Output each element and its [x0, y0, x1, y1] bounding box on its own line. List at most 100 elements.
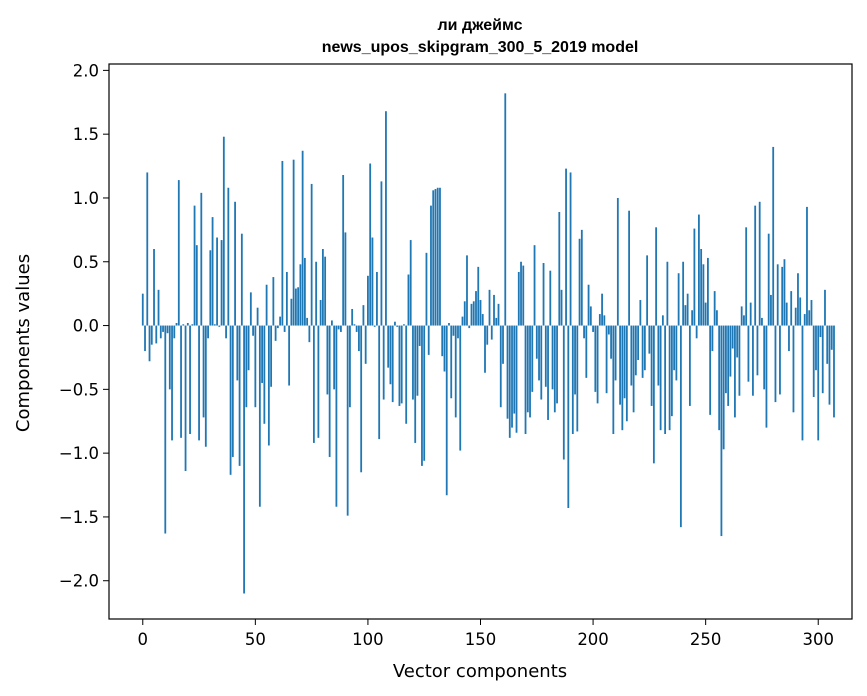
bar-253 [711, 325, 714, 352]
bar-297 [810, 300, 813, 326]
bar-165 [513, 325, 516, 414]
bar-156 [493, 294, 495, 326]
bar-251 [707, 257, 709, 326]
bar-267 [743, 315, 745, 326]
bars-group [141, 93, 835, 594]
bar-259 [725, 325, 727, 394]
bar-295 [806, 206, 808, 326]
bar-271 [752, 325, 754, 396]
bar-6 [155, 325, 158, 344]
bar-7 [157, 289, 160, 326]
bar-182 [551, 325, 554, 390]
bar-134 [443, 325, 446, 372]
bar-89 [342, 175, 345, 326]
bar-229 [657, 325, 660, 386]
bar-121 [414, 325, 417, 443]
bar-26 [200, 192, 203, 326]
bar-76 [312, 325, 315, 443]
bar-80 [321, 249, 324, 326]
bar-77 [315, 261, 318, 326]
bar-290 [794, 307, 797, 326]
bar-30 [209, 250, 212, 326]
bar-179 [544, 325, 547, 387]
bar-59 [274, 325, 277, 341]
bar-296 [808, 310, 811, 326]
bar-214 [623, 325, 626, 399]
bar-64 [285, 271, 288, 326]
bar-260 [727, 325, 730, 406]
bar-0 [141, 293, 144, 326]
bar-264 [736, 325, 739, 358]
bar-198 [587, 284, 590, 326]
bar-84 [331, 320, 333, 326]
y-tick-label: 1.0 [73, 189, 99, 208]
bar-148 [475, 291, 477, 326]
bar-91 [346, 325, 349, 516]
bar-283 [779, 325, 781, 395]
bar-269 [747, 325, 750, 382]
bar-33 [216, 237, 218, 326]
bar-12 [168, 325, 171, 390]
bar-141 [459, 325, 462, 451]
bar-293 [801, 325, 804, 441]
bar-61 [279, 316, 282, 326]
bar-62 [281, 160, 284, 326]
bar-299 [815, 325, 817, 371]
bar-99 [364, 325, 367, 364]
bar-128 [430, 205, 432, 326]
bar-29 [207, 325, 209, 339]
bar-279 [770, 294, 772, 326]
bar-118 [407, 274, 410, 326]
bar-305 [828, 325, 831, 405]
bar-32 [213, 324, 216, 326]
bar-94 [353, 324, 356, 326]
bar-234 [668, 325, 671, 431]
bar-228 [655, 227, 658, 326]
plot-frame [108, 63, 853, 620]
bar-44 [240, 233, 243, 326]
bar-10 [164, 325, 167, 534]
bar-193 [576, 325, 579, 432]
bar-147 [472, 301, 475, 326]
bar-167 [517, 271, 520, 326]
bar-158 [497, 303, 500, 326]
bar-16 [177, 180, 180, 326]
bar-272 [754, 205, 757, 326]
bar-48 [249, 292, 252, 326]
bar-194 [578, 238, 581, 326]
bar-58 [272, 277, 275, 326]
bar-177 [540, 325, 543, 400]
bar-85 [333, 325, 336, 390]
x-tick-label: 50 [245, 630, 266, 649]
bar-300 [817, 325, 820, 441]
bar-287 [788, 325, 790, 352]
bar-70 [299, 264, 302, 326]
bar-256 [718, 325, 721, 431]
bar-270 [749, 302, 752, 326]
bar-152 [484, 325, 486, 373]
bar-188 [565, 168, 567, 326]
y-tick-label: −1.5 [59, 508, 99, 527]
bar-112 [394, 321, 396, 326]
x-tick-label: 0 [138, 630, 149, 649]
bar-9 [162, 325, 164, 332]
bar-124 [421, 325, 423, 466]
bar-276 [763, 325, 766, 390]
bar-205 [603, 315, 606, 326]
bar-232 [664, 325, 667, 434]
bar-68 [294, 288, 297, 326]
bar-135 [445, 325, 448, 496]
bar-40 [231, 325, 234, 457]
bar-22 [191, 324, 194, 326]
bar-231 [661, 315, 664, 326]
bar-52 [258, 325, 261, 507]
bar-226 [650, 325, 653, 406]
bar-160 [502, 325, 504, 364]
bar-98 [362, 305, 365, 326]
bar-83 [328, 325, 331, 457]
bar-79 [319, 300, 322, 326]
bar-161 [504, 93, 507, 326]
bar-247 [698, 214, 700, 326]
bar-95 [355, 325, 358, 332]
